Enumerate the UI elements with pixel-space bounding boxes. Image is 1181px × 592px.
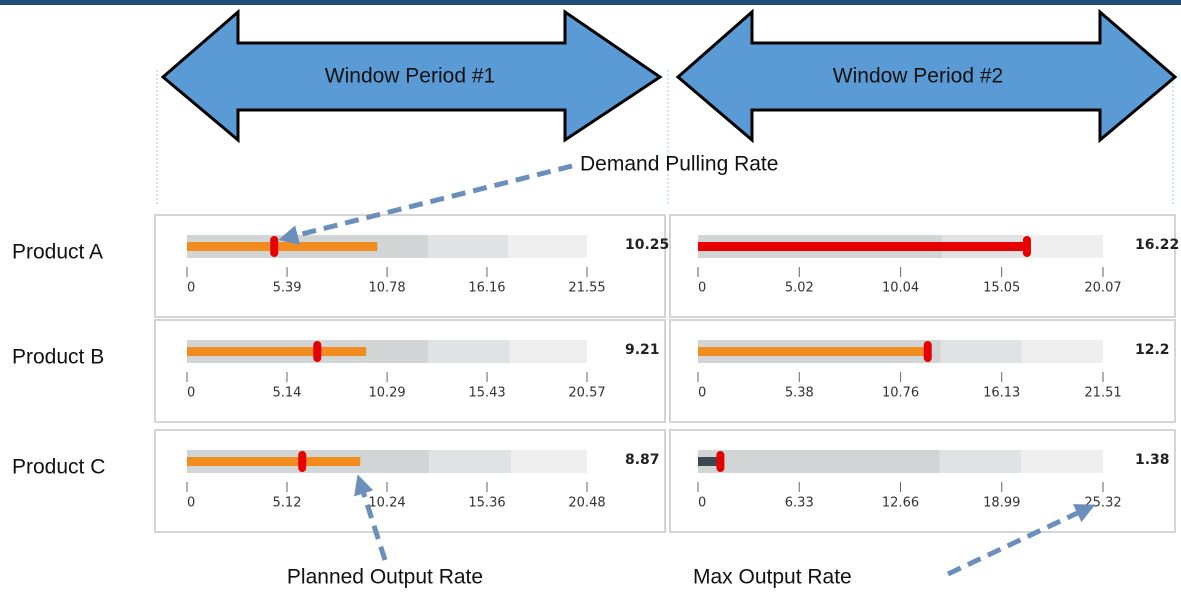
range-band <box>940 340 1022 363</box>
bar <box>187 347 367 356</box>
value-label: 9.21 <box>625 342 660 358</box>
bar <box>698 242 1026 251</box>
range-band <box>1022 235 1103 258</box>
tick-label: 0 <box>698 281 706 296</box>
range-band <box>428 235 509 258</box>
tick-label: 16.16 <box>468 281 505 296</box>
row-label: Product A <box>12 241 103 264</box>
tick-label: 12.66 <box>882 496 919 511</box>
value-label: 12.2 <box>1135 342 1170 358</box>
callout: Max Output Rate <box>693 566 852 589</box>
marker <box>923 341 932 362</box>
value-label: 10.25 <box>625 237 669 253</box>
tick-label: 10.29 <box>368 386 405 401</box>
value-label: 1.38 <box>1135 452 1170 468</box>
top-border <box>0 0 1181 5</box>
value-label: 16.22 <box>1135 237 1179 253</box>
panel <box>669 319 1176 423</box>
tick-label: 20.57 <box>568 386 605 401</box>
value-label: 8.87 <box>625 452 660 468</box>
tick-label: 0 <box>187 496 195 511</box>
range-band <box>508 235 587 258</box>
range-band <box>1021 450 1103 473</box>
marker <box>313 341 322 362</box>
range-band <box>939 450 1022 473</box>
tick-label: 10.24 <box>368 496 405 511</box>
tick-label: 0 <box>698 386 706 401</box>
tick-label: 6.33 <box>785 496 814 511</box>
tick-label: 20.07 <box>1084 281 1121 296</box>
period-arrow <box>160 8 663 144</box>
panel <box>154 214 666 318</box>
bar <box>698 457 721 466</box>
panel <box>669 214 1176 318</box>
tick-label: 5.14 <box>272 386 301 401</box>
marker <box>716 451 725 472</box>
period-label: Window Period #2 <box>833 65 1003 88</box>
period-arrow <box>675 8 1178 144</box>
range-band <box>509 340 587 363</box>
marker <box>1022 236 1031 257</box>
panel <box>669 429 1176 533</box>
range-band <box>429 450 512 473</box>
row-label: Product C <box>12 456 105 479</box>
tick-label: 20.48 <box>568 496 605 511</box>
tick-label: 5.02 <box>785 281 814 296</box>
panel <box>154 319 666 423</box>
tick-label: 5.39 <box>273 281 302 296</box>
bar <box>698 347 928 356</box>
range-band <box>1021 340 1103 363</box>
row-label: Product B <box>12 346 104 369</box>
guides <box>156 70 1174 205</box>
callout: Demand Pulling Rate <box>580 153 778 176</box>
tick-label: 10.76 <box>882 386 919 401</box>
tick-label: 21.51 <box>1084 386 1121 401</box>
callout: Planned Output Rate <box>287 566 483 589</box>
tick-label: 15.36 <box>468 496 505 511</box>
callout-arrows <box>278 163 1096 577</box>
marker <box>270 236 279 257</box>
tick-label: 15.43 <box>468 386 505 401</box>
tick-label: 21.55 <box>568 281 605 296</box>
tick-label: 25.32 <box>1084 496 1121 511</box>
tick-label: 10.78 <box>368 281 405 296</box>
range-band <box>698 450 940 473</box>
tick-label: 15.05 <box>983 281 1020 296</box>
period-label: Window Period #1 <box>325 65 495 88</box>
tick-label: 0 <box>187 281 195 296</box>
tick-label: 18.99 <box>983 496 1020 511</box>
range-band <box>428 340 510 363</box>
tick-label: 0 <box>698 496 706 511</box>
range-band <box>511 450 587 473</box>
tick-label: 16.13 <box>983 386 1020 401</box>
tick-label: 5.38 <box>785 386 814 401</box>
panel <box>154 429 666 533</box>
marker <box>298 451 307 472</box>
bar <box>187 457 361 466</box>
tick-label: 0 <box>187 386 195 401</box>
tick-label: 5.12 <box>273 496 302 511</box>
bar <box>187 242 378 251</box>
tick-label: 10.04 <box>882 281 919 296</box>
